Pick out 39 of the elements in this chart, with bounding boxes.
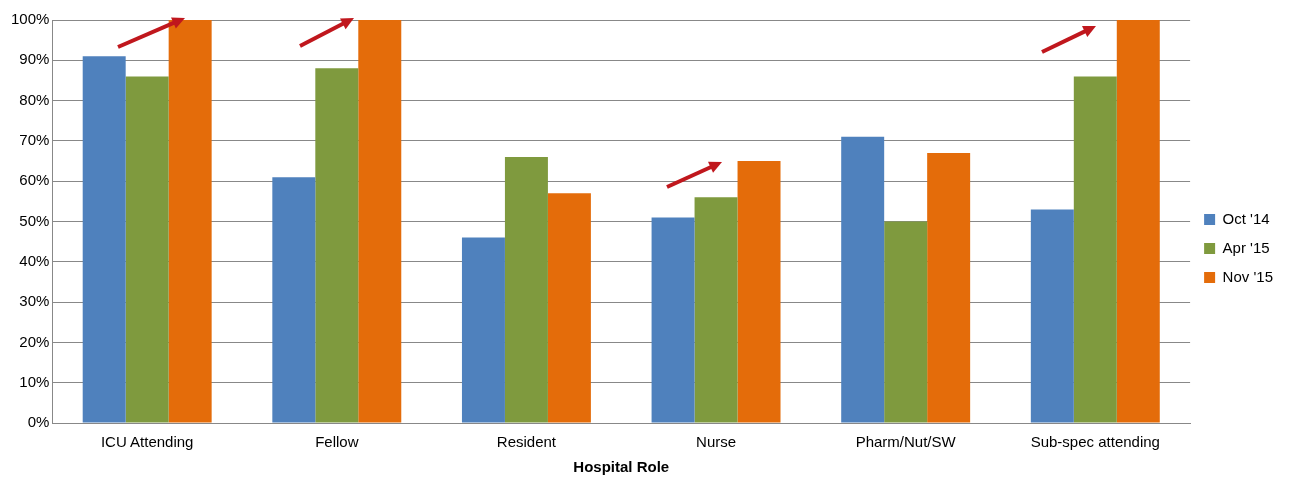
bar bbox=[504, 157, 548, 423]
x-tick-label: Resident bbox=[496, 433, 557, 451]
y-tick-label: 70% bbox=[19, 131, 50, 149]
y-tick-label: 80% bbox=[19, 90, 50, 108]
y-tick-label: 30% bbox=[19, 292, 50, 310]
y-tick-label: 50% bbox=[19, 211, 50, 229]
bar bbox=[884, 221, 928, 423]
bar bbox=[737, 161, 781, 423]
bar bbox=[694, 197, 738, 423]
y-tick-label: 40% bbox=[19, 251, 50, 269]
bar bbox=[315, 68, 359, 423]
bar bbox=[651, 217, 695, 423]
bar bbox=[82, 56, 126, 423]
x-tick-label: Sub-spec attending bbox=[1030, 433, 1160, 451]
y-tick-label: 90% bbox=[19, 50, 50, 68]
bar bbox=[1073, 76, 1117, 423]
bar bbox=[125, 76, 169, 423]
x-axis-title: Hospital Role bbox=[573, 458, 670, 476]
legend-label: Oct '14 bbox=[1222, 209, 1270, 227]
x-tick-label: Pharm/Nut/SW bbox=[855, 433, 957, 451]
bar bbox=[841, 136, 885, 423]
x-tick-label: ICU Attending bbox=[100, 433, 194, 451]
y-tick-label: 60% bbox=[19, 171, 50, 189]
y-tick-label: 100% bbox=[10, 10, 50, 28]
legend-label: Apr '15 bbox=[1222, 238, 1270, 256]
y-tick-label: 10% bbox=[19, 372, 50, 390]
bar bbox=[272, 177, 316, 423]
bar bbox=[461, 237, 505, 423]
bar bbox=[547, 193, 591, 423]
bar bbox=[168, 20, 212, 423]
x-tick-label: Nurse bbox=[696, 433, 737, 451]
bar bbox=[358, 20, 402, 423]
bar bbox=[1030, 209, 1074, 423]
bar bbox=[927, 152, 971, 423]
y-tick-label: 20% bbox=[19, 332, 50, 350]
x-tick-label: Fellow bbox=[315, 433, 359, 451]
y-tick-label: 0% bbox=[27, 413, 50, 431]
bar bbox=[1116, 20, 1160, 423]
legend-label: Nov '15 bbox=[1222, 267, 1273, 285]
